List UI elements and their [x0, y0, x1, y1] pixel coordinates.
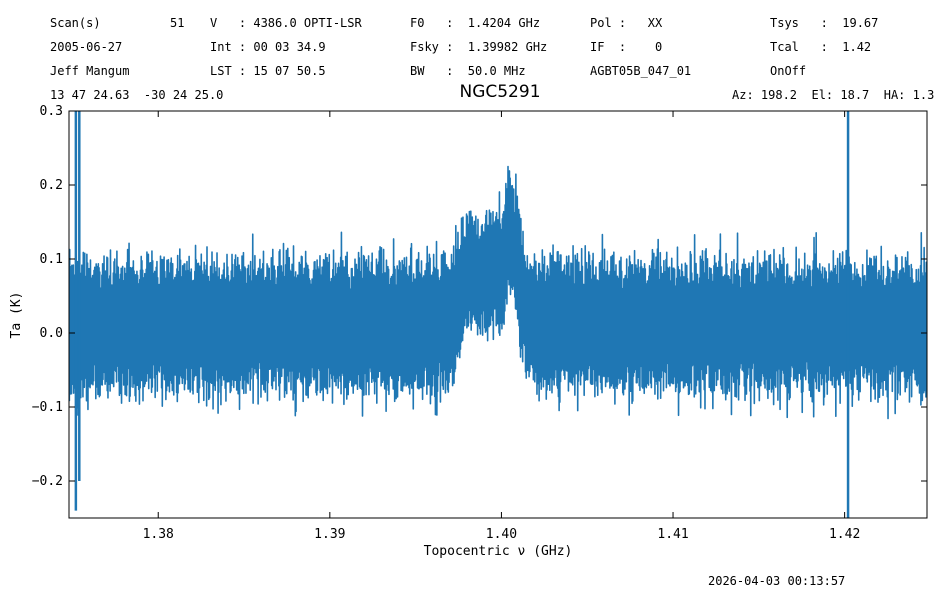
header-tcal: Tcal : 1.42 [770, 40, 872, 54]
y-axis-label: Ta (K) [9, 292, 24, 339]
header-lst: LST : 15 07 50.5 [210, 64, 326, 78]
y-tick-label: −0.1 [32, 400, 63, 415]
y-tick-label: 0.2 [40, 178, 63, 193]
x-tick-label: 1.40 [486, 527, 517, 542]
header-project: AGBT05B_047_01 [590, 64, 692, 78]
x-tick-label: 1.38 [143, 527, 174, 542]
header-date: 2005-06-27 [50, 40, 123, 54]
header-scan-label: Scan(s) [50, 16, 101, 30]
header-observer: Jeff Mangum [50, 64, 130, 78]
header-if: IF : 0 [590, 40, 663, 54]
y-tick-label: 0.1 [40, 252, 63, 267]
x-tick-label: 1.42 [829, 527, 860, 542]
header-velocity: V : 4386.0 OPTI-LSR [210, 16, 362, 30]
plot-frame [68, 110, 928, 519]
header-integration: Int : 00 03 34.9 [210, 40, 326, 54]
timestamp: 2026-04-03 00:13:57 [708, 574, 846, 588]
header-fsky: Fsky : 1.39982 GHz [410, 40, 548, 54]
header-bw: BW : 50.0 MHz [410, 64, 526, 78]
header-scan-number: 51 [170, 16, 185, 30]
x-axis-label: Topocentric ν (GHz) [424, 544, 573, 559]
y-tick-label: −0.2 [32, 474, 63, 489]
header-mode: OnOff [770, 64, 807, 78]
y-axis: −0.2 −0.1 0.0 0.1 0.2 0.3 [32, 104, 927, 489]
spectrum-line [69, 111, 927, 518]
spectrum-trace [69, 165, 927, 420]
x-axis: 1.38 1.39 1.40 1.41 1.42 [143, 111, 860, 542]
y-tick-label: 0.3 [40, 104, 63, 119]
header-tsys: Tsys : 19.67 [770, 16, 879, 30]
x-tick-label: 1.39 [314, 527, 345, 542]
header-coordinates: 13 47 24.63 -30 24 25.0 [50, 88, 224, 102]
y-tick-label: 0.0 [40, 326, 63, 341]
header-azel: Az: 198.2 El: 18.7 HA: 1.3 [732, 88, 935, 102]
chart-title: NGC5291 [459, 82, 541, 102]
header-pol: Pol : XX [590, 16, 663, 30]
x-tick-label: 1.41 [657, 527, 688, 542]
header-f0: F0 : 1.4204 GHz [410, 16, 541, 30]
